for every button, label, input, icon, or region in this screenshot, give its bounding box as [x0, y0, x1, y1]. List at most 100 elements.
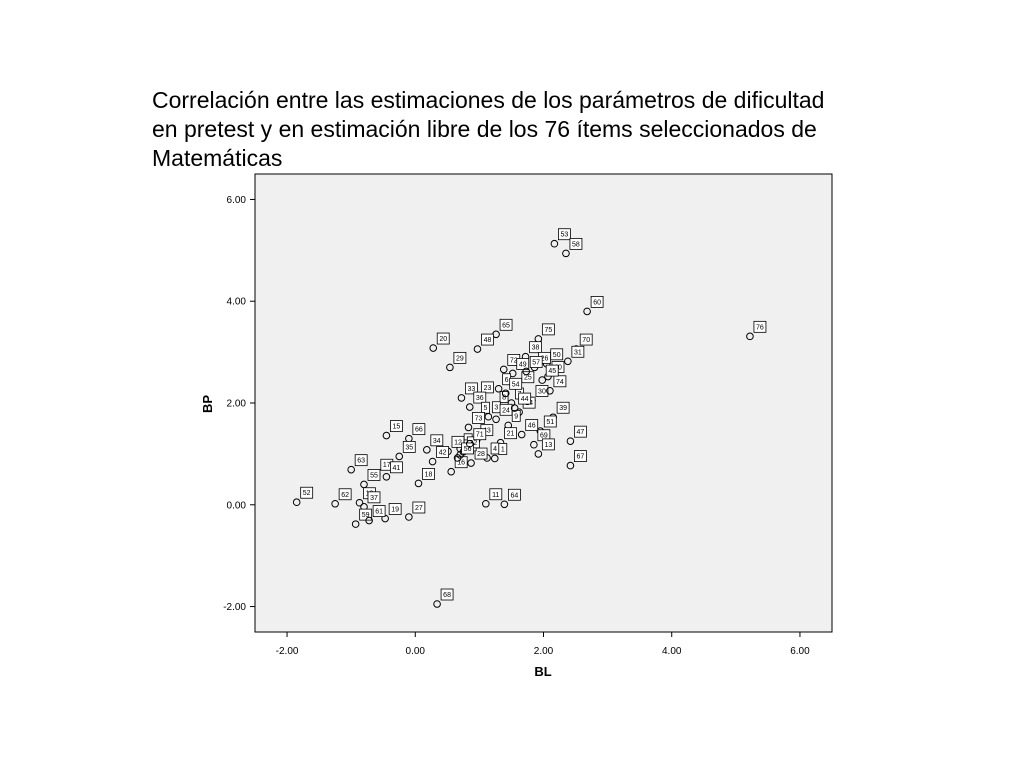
data-points: 5358607665204875702938725026494031625332…	[292, 228, 767, 608]
point-label: 30	[538, 388, 546, 395]
x-tick-label: 4.00	[662, 646, 682, 657]
scatter-point-74: 74	[546, 375, 567, 395]
point-marker	[347, 465, 355, 474]
scatter-point-62: 62	[331, 488, 352, 508]
point-label-box	[499, 391, 509, 403]
point-marker	[500, 500, 509, 509]
point-marker	[465, 403, 474, 411]
point-marker	[562, 249, 570, 258]
point-label-box	[521, 371, 535, 384]
slide-title: Correlación entre las estimaciones de lo…	[152, 86, 932, 173]
scatter-point-13: 13	[534, 438, 555, 458]
scatter-point-53: 53	[550, 228, 571, 248]
point-label: 23	[484, 385, 492, 392]
point-label: 61	[375, 509, 383, 516]
point-label-box	[529, 341, 542, 354]
scatter-point-29: 29	[446, 351, 467, 372]
point-label: 46	[528, 423, 536, 430]
point-label-box	[436, 446, 449, 458]
point-label: 29	[456, 355, 464, 362]
point-label-box	[511, 409, 521, 422]
point-label: 16	[457, 460, 465, 467]
scatter-point-34: 34	[423, 434, 444, 454]
point-label: 21	[507, 431, 515, 438]
scatter-point-27: 27	[405, 501, 426, 521]
point-label: 28	[477, 451, 485, 458]
scatter-point-31: 31	[564, 345, 585, 366]
point-marker	[453, 454, 462, 462]
scatter-point-67: 67	[566, 450, 587, 470]
point-marker	[494, 384, 503, 393]
x-tick-label: 6.00	[790, 646, 810, 657]
point-marker	[447, 467, 455, 476]
point-label-box	[422, 468, 435, 480]
point-marker	[429, 344, 438, 352]
point-marker	[382, 472, 391, 481]
point-label-box	[390, 420, 403, 432]
y-axis-title: BP	[200, 395, 215, 413]
point-label: 56	[464, 446, 472, 453]
point-label-box	[461, 442, 474, 455]
point-marker	[414, 479, 423, 488]
x-tick-label: 2.00	[534, 646, 554, 657]
y-tick-label: 2.00	[227, 399, 247, 410]
point-marker	[546, 386, 554, 395]
point-label-box	[390, 461, 403, 474]
point-label-box	[300, 486, 314, 499]
point-label: 15	[393, 424, 401, 431]
scatter-point-35: 35	[395, 441, 416, 461]
point-label-box	[481, 333, 494, 346]
point-label: 47	[577, 429, 585, 436]
point-label-box	[402, 441, 416, 453]
point-label: 13	[544, 442, 552, 449]
point-label-box	[338, 488, 352, 501]
point-label: 75	[544, 327, 552, 334]
point-marker	[522, 367, 530, 376]
point-label: 48	[484, 337, 492, 344]
point-label: 20	[439, 336, 447, 343]
point-label-box	[545, 364, 559, 377]
scatter-point-42: 42	[428, 446, 449, 466]
point-label-box	[367, 491, 381, 504]
x-tick-label: -2.00	[276, 646, 299, 657]
scatter-point-15: 15	[382, 420, 403, 440]
scatter-point-64: 64	[500, 488, 521, 509]
point-marker	[464, 423, 473, 432]
point-label-box	[553, 375, 567, 388]
scatter-point-46: 46	[517, 419, 539, 439]
point-label: 19	[391, 507, 399, 514]
point-marker	[566, 461, 575, 470]
point-label: 27	[415, 505, 423, 512]
scatter-point-61: 61	[365, 505, 386, 525]
scatter-point-20: 20	[429, 332, 450, 352]
point-label: 8	[502, 395, 506, 402]
point-label: 73	[475, 415, 483, 422]
scatter-point-16: 16	[447, 456, 468, 476]
scatter-point-57: 57	[522, 356, 543, 376]
point-label: 51	[546, 419, 554, 426]
point-label-box	[529, 356, 543, 368]
point-label-box	[473, 428, 487, 441]
point-label-box	[481, 401, 490, 414]
scatter-point-76: 76	[746, 320, 767, 341]
point-label-box	[388, 503, 402, 515]
point-label: 59	[362, 512, 370, 519]
axis-ticks: -2.00 0.00 2.00 4.00 6.00 -2.00 0.00 2.00 4.00 6.…	[223, 195, 810, 657]
point-marker	[292, 498, 301, 507]
point-label: 41	[393, 465, 401, 472]
point-marker	[355, 498, 364, 507]
point-label-box	[412, 501, 426, 514]
point-marker	[465, 439, 474, 448]
point-marker	[490, 454, 499, 463]
title-line-2: en pretest y en estimación libre de los …	[152, 116, 817, 142]
point-label: 37	[370, 495, 378, 502]
point-label: 67	[577, 454, 585, 461]
point-marker	[482, 499, 490, 508]
point-marker	[550, 239, 559, 248]
point-marker	[395, 452, 404, 461]
point-label: 17	[383, 462, 391, 469]
scatter-point-68: 68	[433, 588, 454, 608]
point-label-box	[574, 450, 587, 462]
point-marker	[746, 332, 754, 341]
point-label: 42	[439, 450, 447, 457]
